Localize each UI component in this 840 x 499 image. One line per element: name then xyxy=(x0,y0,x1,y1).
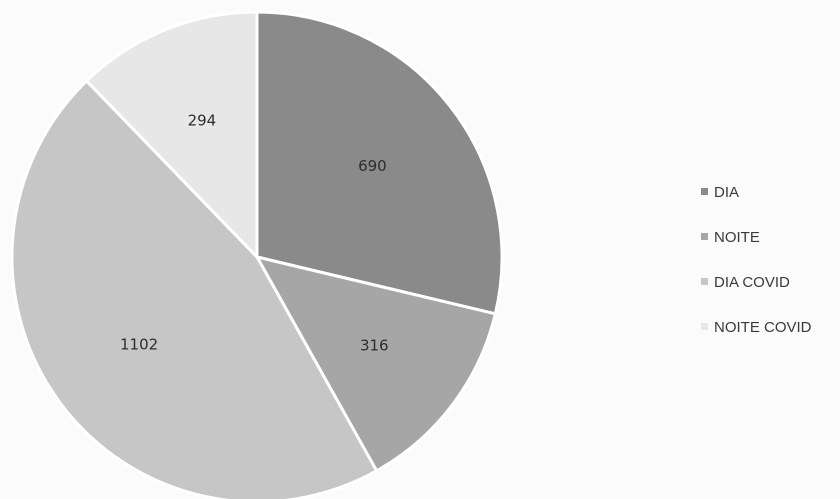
data-label-noite-covid: 294 xyxy=(188,112,217,130)
legend-swatch-noite xyxy=(701,233,708,240)
legend-swatch-dia-covid xyxy=(701,278,708,285)
legend-label-dia: DIA xyxy=(714,184,739,201)
legend: DIA NOITE DIA COVID NOITE COVID xyxy=(701,184,812,336)
legend-swatch-dia xyxy=(701,188,708,195)
data-label-dia-covid: 1102 xyxy=(120,336,158,354)
pie-slice-noite-covid xyxy=(84,10,259,261)
pie-slice-dia-covid xyxy=(10,78,379,499)
legend-label-dia-covid: DIA COVID xyxy=(714,274,790,291)
legend-label-noite: NOITE xyxy=(714,229,760,246)
data-label-noite: 316 xyxy=(360,337,389,355)
legend-swatch-noite-covid xyxy=(701,323,708,330)
pie-slices xyxy=(10,10,504,499)
data-label-dia: 690 xyxy=(358,157,387,175)
legend-label-noite-covid: NOITE COVID xyxy=(714,319,812,336)
pie-data-labels: 690 316 1102 294 xyxy=(120,112,389,355)
pie-slice-dia xyxy=(255,10,504,316)
pie-slice-noite xyxy=(254,254,498,473)
